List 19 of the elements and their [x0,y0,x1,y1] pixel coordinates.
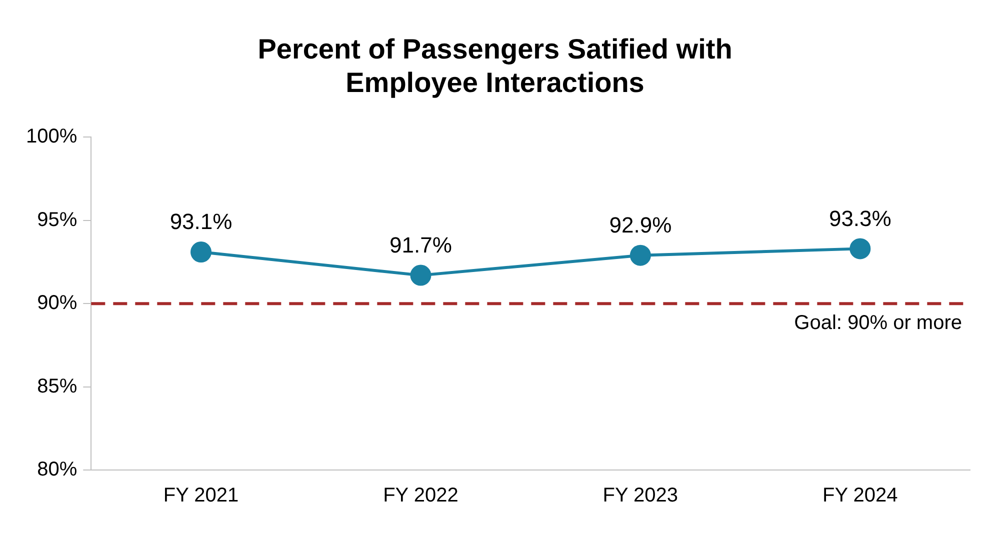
data-label: 93.1% [170,209,232,234]
point [410,264,432,286]
x-tick-label: FY 2023 [602,484,678,507]
ref-line-label: Goal: 90% or more [794,312,962,334]
y-tick-label: 100% [26,126,78,148]
y-tick-label: 95% [37,208,78,231]
chart-title: Percent of Passengers Satified with Employee Interactions [258,34,732,98]
data-label: 93.3% [828,206,892,231]
x-tick-label: FY 2022 [383,484,458,507]
y-tick-label: 90% [37,292,78,314]
point [850,238,871,260]
point [630,244,651,266]
y-tick-label: 85% [37,375,78,398]
data-label: 91.7% [390,232,452,258]
x-tick-label: FY 2021 [163,484,239,507]
point [190,242,212,263]
data-label: 92.9% [609,212,672,238]
y-tick-label: 80% [37,458,78,481]
x-tick-label: FY 2024 [822,484,898,507]
